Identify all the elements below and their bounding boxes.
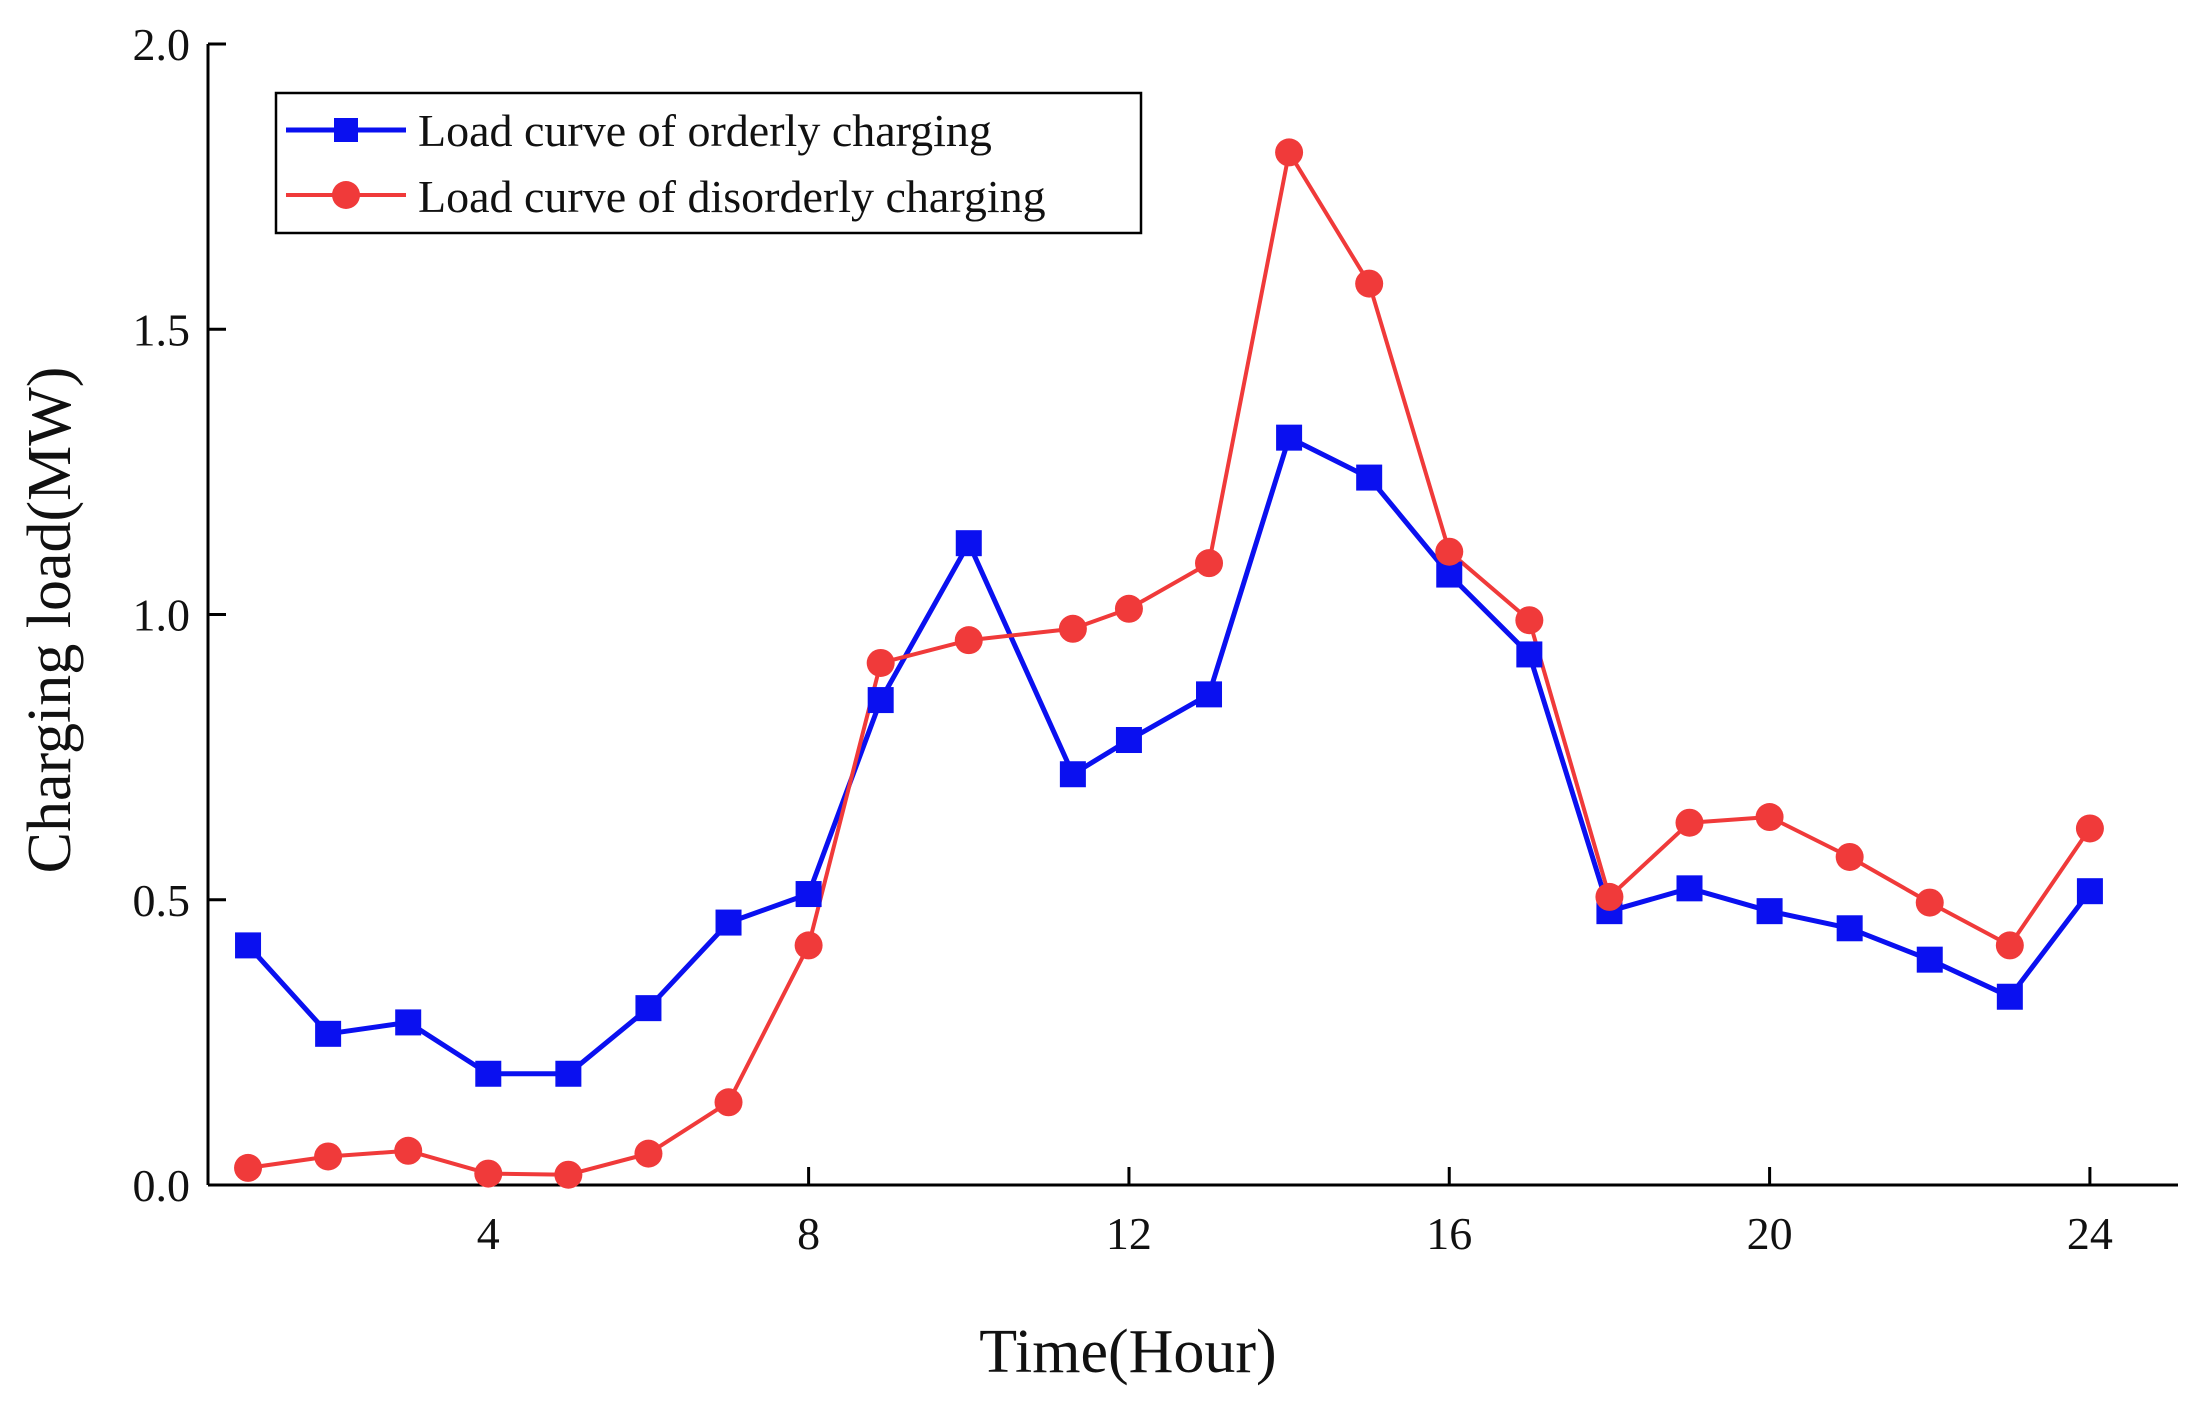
data-point-disorderly (554, 1160, 583, 1189)
data-point-disorderly (714, 1088, 743, 1117)
x-tick-label: 16 (1426, 1208, 1472, 1259)
data-point-orderly (2076, 878, 2103, 905)
data-point-disorderly (1195, 549, 1224, 578)
data-point-disorderly (634, 1139, 663, 1168)
x-axis-ticks: 4 8 12 16 20 24 (477, 1167, 2113, 1259)
data-point-orderly (1996, 983, 2023, 1010)
data-point-disorderly (1675, 808, 1704, 837)
series-line-disorderly (247, 150, 2092, 1177)
x-tick-label: 12 (1106, 1208, 1152, 1259)
data-point-orderly (1356, 464, 1383, 491)
legend-marker-orderly (334, 118, 358, 142)
data-point-disorderly (1915, 888, 1944, 917)
data-point-disorderly (1114, 594, 1143, 623)
y-tick-label: 0.5 (133, 875, 191, 926)
x-tick-label: 4 (477, 1208, 500, 1259)
data-point-orderly (555, 1060, 582, 1087)
data-point-disorderly (1515, 606, 1544, 635)
data-point-disorderly (954, 626, 983, 655)
data-point-orderly (795, 881, 822, 908)
data-point-orderly (1836, 915, 1863, 942)
y-tick-label: 0.0 (133, 1160, 191, 1211)
data-point-orderly (635, 995, 662, 1022)
data-point-orderly (715, 909, 742, 936)
x-axis-title: Time(Hour) (979, 1318, 1276, 1386)
legend-label-orderly: Load curve of orderly charging (418, 105, 992, 156)
data-point-disorderly (1435, 537, 1464, 566)
data-point-disorderly (1755, 803, 1784, 832)
series-markers (234, 138, 2104, 1189)
data-point-disorderly (314, 1142, 343, 1171)
data-point-orderly (1676, 875, 1703, 902)
x-tick-label: 24 (2067, 1208, 2113, 1259)
data-point-disorderly (1595, 882, 1624, 911)
data-point-orderly (1059, 761, 1086, 788)
y-tick-label: 2.0 (133, 19, 191, 70)
data-point-orderly (1115, 727, 1142, 754)
data-point-orderly (235, 932, 262, 959)
data-point-orderly (1196, 681, 1223, 708)
y-tick-label: 1.0 (133, 590, 191, 641)
data-point-disorderly (1835, 842, 1864, 871)
data-point-orderly (475, 1060, 502, 1087)
legend-marker-disorderly (332, 181, 360, 209)
x-tick-label: 20 (1747, 1208, 1793, 1259)
y-axis-ticks: 0.0 0.5 1.0 1.5 2.0 (133, 19, 226, 1211)
data-point-disorderly (1355, 269, 1384, 298)
data-point-orderly (315, 1020, 342, 1047)
data-point-disorderly (1058, 614, 1087, 643)
data-point-disorderly (866, 648, 895, 677)
data-point-disorderly (1275, 138, 1304, 167)
data-point-orderly (395, 1009, 422, 1036)
series-line-orderly (246, 435, 2092, 1077)
data-point-orderly (1276, 424, 1303, 451)
y-tick-label: 1.5 (133, 304, 191, 355)
legend: Load curve of orderly charging Load curv… (274, 91, 1143, 235)
data-point-disorderly (394, 1136, 423, 1165)
data-point-orderly (1516, 641, 1543, 668)
legend-box (274, 91, 1143, 235)
series-lines (246, 150, 2092, 1177)
data-point-orderly (1756, 898, 1783, 925)
data-point-disorderly (234, 1153, 263, 1182)
legend-label-disorderly: Load curve of disorderly charging (418, 171, 1046, 222)
data-point-orderly (1436, 561, 1463, 588)
data-point-orderly (955, 530, 982, 557)
data-point-disorderly (2075, 814, 2104, 843)
x-tick-label: 8 (797, 1208, 820, 1259)
data-point-orderly (1916, 946, 1943, 973)
data-point-disorderly (474, 1159, 503, 1188)
data-point-orderly (867, 687, 894, 714)
y-axis-title: Charging load(MW) (16, 367, 84, 874)
data-point-disorderly (794, 931, 823, 960)
data-point-disorderly (1995, 931, 2024, 960)
